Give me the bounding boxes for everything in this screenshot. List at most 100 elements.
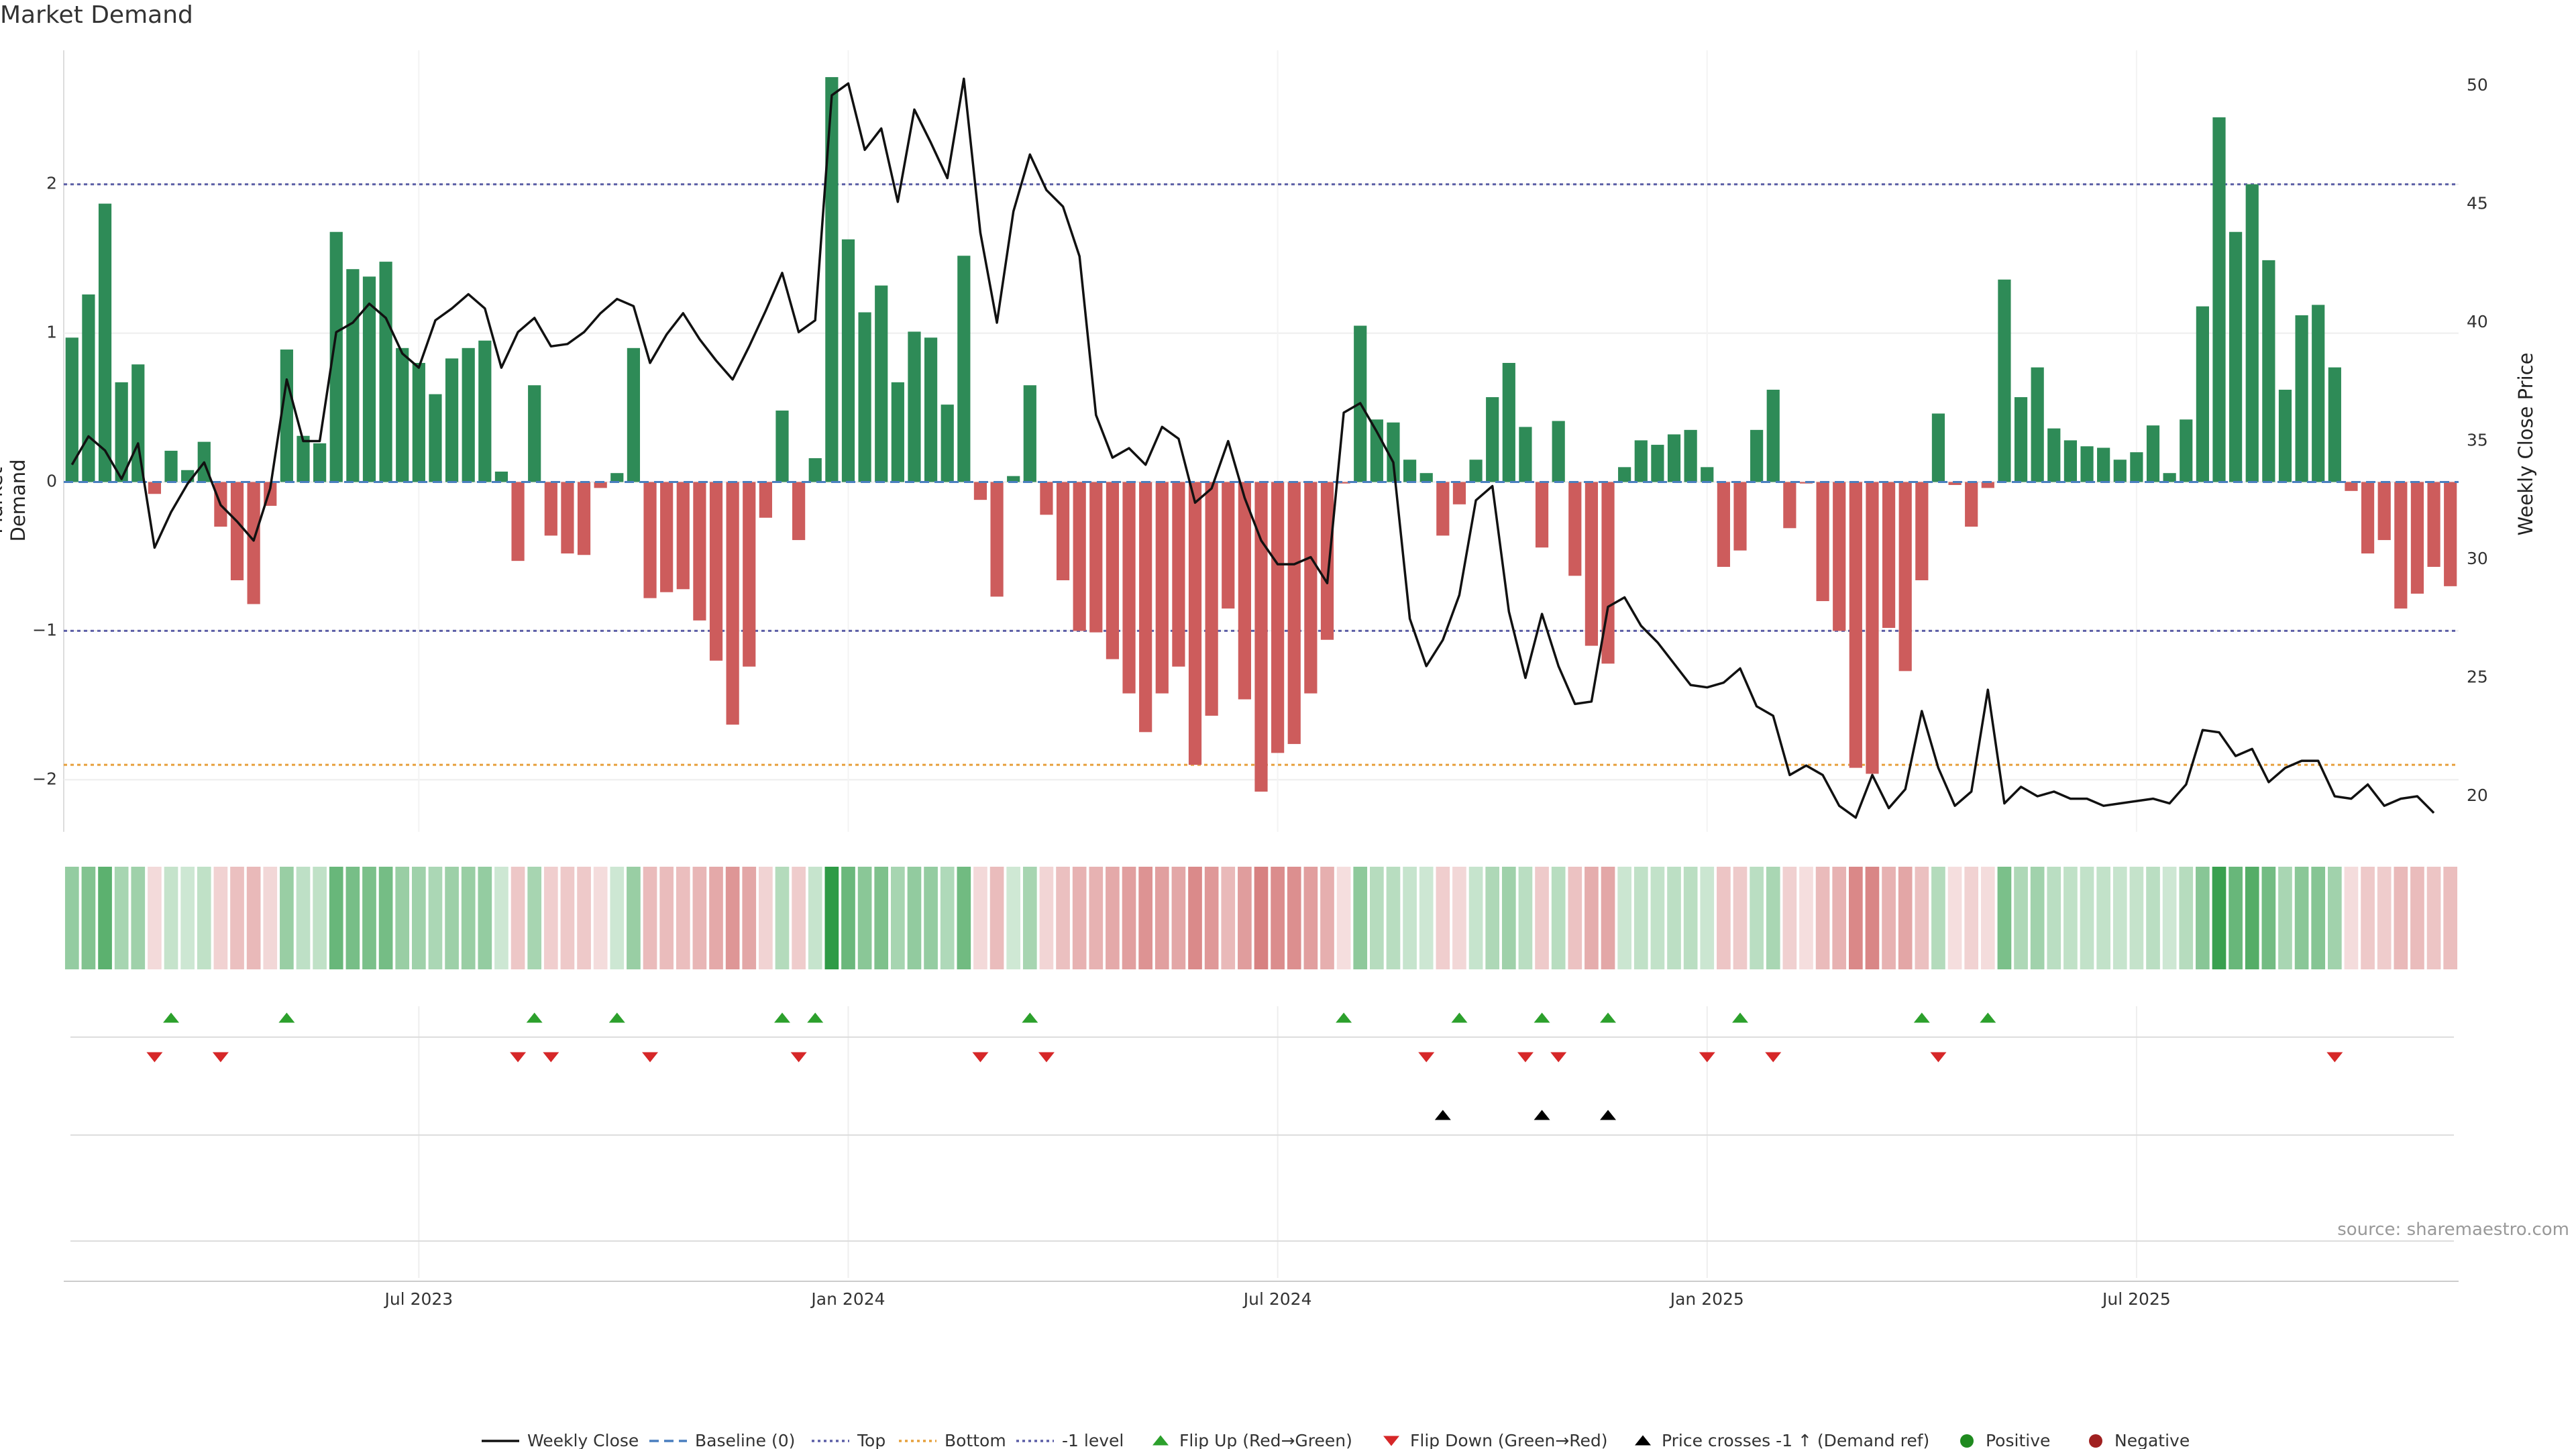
heat-cell — [1501, 867, 1516, 969]
demand-bar — [148, 482, 162, 494]
heat-cell — [494, 867, 508, 969]
demand-bar — [1882, 482, 1896, 628]
heat-cell — [2344, 867, 2359, 969]
heat-cell — [824, 867, 839, 969]
heat-cell — [1303, 867, 1318, 969]
heat-cell — [891, 867, 905, 969]
heat-cell — [180, 867, 195, 969]
legend-label: Price crosses -1 ↑ (Demand ref) — [1662, 1431, 1929, 1449]
demand-bar — [941, 405, 954, 482]
heat-cell — [1667, 867, 1681, 969]
heat-cell — [775, 867, 790, 969]
heat-cell — [1436, 867, 1450, 969]
demand-bar — [98, 203, 112, 482]
heat-cell — [2361, 867, 2375, 969]
heat-cell — [1617, 867, 1631, 969]
demand-bar — [82, 294, 95, 482]
demand-bar — [643, 482, 657, 598]
heat-cell — [148, 867, 162, 969]
demand-bar — [346, 269, 360, 482]
demand-bar — [957, 256, 971, 482]
demand-bar — [65, 337, 78, 482]
flip-down-marker — [1038, 1052, 1055, 1063]
flip-up-marker — [1913, 1012, 1930, 1023]
cross-marker — [1600, 1110, 1617, 1120]
chart-title: Market Demand — [0, 1, 193, 29]
legend-label: Flip Up (Red→Green) — [1179, 1431, 1352, 1449]
demand-bar — [1188, 482, 1202, 765]
heat-cell — [1188, 867, 1202, 969]
heat-cell — [213, 867, 228, 969]
flip-down-marker — [642, 1052, 659, 1063]
heat-cell — [2328, 867, 2342, 969]
demand-bar — [1618, 467, 1631, 482]
heat-cell — [1138, 867, 1152, 969]
x-tick-label: Jan 2024 — [810, 1289, 885, 1309]
heat-cell — [1568, 867, 1582, 969]
heat-cell — [81, 867, 96, 969]
heat-cell — [1221, 867, 1236, 969]
demand-bar — [610, 473, 624, 482]
heat-cell — [2146, 867, 2160, 969]
demand-bar — [1205, 482, 1218, 716]
flip-up-marker — [1600, 1012, 1617, 1023]
y2-tick-label: 50 — [2467, 75, 2488, 95]
heat-cell — [98, 867, 112, 969]
heat-cell — [709, 867, 723, 969]
demand-bar — [577, 482, 591, 555]
heat-cell — [1452, 867, 1466, 969]
y-tick-label: 0 — [46, 472, 57, 491]
heat-cell — [1815, 867, 1830, 969]
heat-cell — [1997, 867, 2012, 969]
demand-bar — [2278, 389, 2292, 482]
demand-bar — [775, 411, 789, 482]
heat-cell — [1849, 867, 1863, 969]
legend-swatch — [1635, 1435, 1651, 1446]
demand-bar — [973, 482, 987, 500]
flip-up-marker — [1451, 1012, 1468, 1023]
heat-cell — [1419, 867, 1434, 969]
demand-bar — [2080, 446, 2094, 482]
heat-cell — [2311, 867, 2326, 969]
demand-bar — [1023, 385, 1036, 482]
demand-bar — [743, 482, 756, 667]
demand-bar — [2180, 419, 2193, 482]
heat-cell — [1106, 867, 1120, 969]
flip-up-marker — [1022, 1012, 1038, 1023]
heat-cell — [692, 867, 707, 969]
flip-down-marker — [2326, 1052, 2343, 1063]
demand-bar — [1684, 429, 1697, 482]
heat-cell — [610, 867, 625, 969]
heat-cell — [792, 867, 806, 969]
cross-marker — [1434, 1110, 1451, 1120]
heat-cell — [1171, 867, 1186, 969]
demand-bar — [280, 350, 293, 482]
heat-cell — [2443, 867, 2458, 969]
y-tick-label: 2 — [46, 174, 57, 193]
demand-bar — [115, 382, 128, 482]
heat-cell — [1931, 867, 1945, 969]
demand-bar — [2427, 482, 2440, 568]
demand-bar — [2377, 482, 2391, 541]
demand-bar — [1287, 482, 1301, 745]
demand-bar — [1866, 482, 1879, 774]
heat-cell — [2377, 867, 2392, 969]
heat-cell — [1386, 867, 1401, 969]
demand-bar — [990, 482, 1004, 597]
heat-cell — [445, 867, 459, 969]
cross-marker — [1534, 1110, 1550, 1120]
heat-cell — [1320, 867, 1334, 969]
heat-cell — [296, 867, 311, 969]
demand-bar — [1337, 482, 1350, 484]
demand-bar — [792, 482, 806, 541]
heat-cell — [1551, 867, 1566, 969]
x-tick-label: Jan 2025 — [1669, 1289, 1744, 1309]
demand-bar — [1452, 482, 1466, 504]
heat-cell — [1799, 867, 1813, 969]
heat-cell — [1700, 867, 1715, 969]
demand-bar — [1040, 482, 1053, 515]
heat-cell — [1254, 867, 1269, 969]
demand-bar — [2113, 460, 2127, 482]
legend-label: Bottom — [945, 1431, 1006, 1449]
demand-bar — [1651, 445, 1664, 482]
